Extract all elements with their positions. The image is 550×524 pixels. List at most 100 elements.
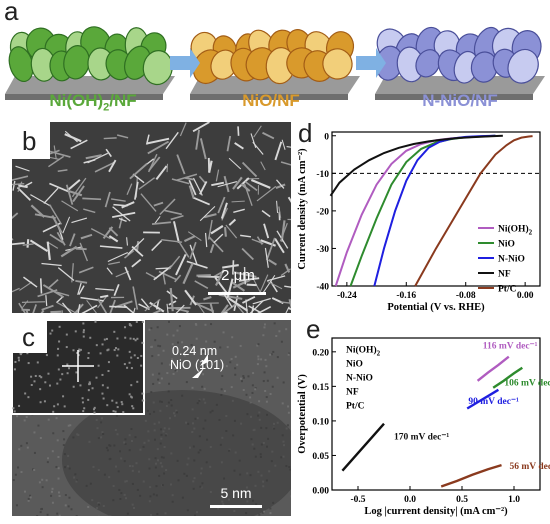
tem-noise — [32, 468, 35, 471]
tem-noise — [63, 466, 66, 469]
fft-noise — [128, 361, 131, 364]
tem-noise — [225, 429, 228, 432]
tem-noise — [260, 443, 263, 446]
tem-noise — [92, 465, 95, 468]
fft-noise — [14, 360, 17, 363]
tem-noise — [189, 446, 192, 449]
fft-noise — [141, 341, 144, 344]
tem-noise — [251, 391, 254, 394]
tem-noise — [202, 364, 205, 367]
nanosheet-edge — [12, 212, 19, 220]
plot-frame — [331, 131, 541, 287]
legend-label-3: NF — [346, 388, 359, 398]
tem-noise — [165, 433, 168, 436]
tem-noise — [219, 346, 222, 349]
nanosheet-edge — [49, 233, 64, 244]
tem-noise — [282, 455, 285, 458]
nanosheet-edge — [175, 253, 187, 276]
tem-noise — [112, 499, 115, 502]
fft-noise — [13, 410, 16, 413]
nanosheet-edge — [226, 135, 232, 152]
tafel-slope-label-4: 56 mV dec⁻¹ — [510, 462, 550, 472]
fft-noise — [117, 348, 120, 351]
tem-noise — [253, 447, 256, 450]
tem-noise — [159, 462, 162, 465]
tem-noise — [262, 334, 265, 337]
tem-noise — [108, 444, 111, 447]
nanosheet-edge — [218, 293, 243, 300]
x-tick-label: 0.0 — [404, 495, 416, 505]
tem-noise — [72, 436, 75, 439]
synthesis-scheme — [5, 26, 545, 100]
tem-noise — [256, 344, 259, 347]
fft-noise — [57, 368, 60, 371]
stage-block-2 — [375, 26, 545, 100]
nanosheet-edge — [41, 304, 54, 311]
tem-noise — [195, 323, 198, 326]
fft-noise — [116, 406, 119, 409]
nanosheet-edge — [237, 126, 240, 136]
tem-noise — [114, 429, 117, 432]
nanosheet-edge — [252, 297, 271, 305]
tem-noise — [262, 441, 265, 444]
substrate-top — [375, 76, 545, 94]
tem-noise — [249, 474, 252, 477]
tem-noise — [156, 448, 159, 451]
tem-noise — [239, 473, 242, 476]
fft-noise — [56, 403, 59, 406]
tem-noise — [97, 437, 100, 440]
tem-noise — [246, 413, 249, 416]
fft-noise — [63, 405, 66, 408]
nanosheet-edge — [149, 301, 165, 313]
fft-noise — [47, 372, 50, 375]
fft-noise — [19, 352, 22, 355]
nanosheet-edge — [73, 303, 84, 313]
nanosheet-edge — [12, 287, 20, 293]
tem-noise — [272, 350, 275, 353]
tem-noise — [167, 401, 170, 404]
tem-noise — [249, 396, 252, 399]
tem-noise — [204, 419, 207, 422]
tem-noise — [202, 350, 205, 353]
nanosheet-edge — [228, 218, 237, 226]
tem-noise — [255, 503, 258, 506]
fft-noise — [106, 404, 109, 407]
nanosheet-edge — [154, 215, 161, 224]
nanosheet-edge — [104, 191, 111, 208]
fft-noise — [52, 410, 55, 413]
nanosheet-edge — [281, 139, 286, 150]
nanosheet-edge — [259, 274, 269, 294]
tem-noise — [254, 387, 257, 390]
tem-noise — [64, 504, 67, 507]
tem-noise — [169, 483, 172, 486]
tem-noise — [153, 410, 156, 413]
tem-noise — [280, 456, 283, 459]
tem-noise — [225, 365, 228, 368]
tem-noise — [258, 411, 261, 414]
y-tick-label: -10 — [316, 170, 329, 180]
tem-noise — [154, 457, 157, 460]
tem-noise — [231, 336, 234, 339]
tem-noise — [288, 466, 291, 469]
fft-noise — [141, 399, 144, 402]
nanosheet-edge — [288, 299, 291, 310]
tem-noise — [91, 499, 94, 502]
nanosheet-edge — [26, 239, 30, 248]
nanosheet-edge — [236, 177, 250, 190]
tem-noise — [39, 511, 42, 514]
tem-noise — [221, 500, 224, 503]
nanosheet-edge — [184, 289, 197, 306]
lattice-spacing-label: 0.24 nm — [172, 344, 218, 358]
tem-noise — [230, 386, 233, 389]
legend-label-3: NF — [498, 270, 511, 280]
nanosheet-edge — [213, 233, 224, 244]
fft-noise — [133, 354, 136, 357]
nanosheet-edge — [83, 159, 96, 164]
nanosheet-edge — [144, 299, 161, 312]
nanosheet-edge — [48, 204, 63, 225]
tem-noise — [233, 419, 236, 422]
fft-noise — [141, 321, 144, 324]
tem-noise — [136, 488, 139, 491]
tem-noise — [246, 500, 249, 503]
tem-noise — [222, 331, 225, 334]
